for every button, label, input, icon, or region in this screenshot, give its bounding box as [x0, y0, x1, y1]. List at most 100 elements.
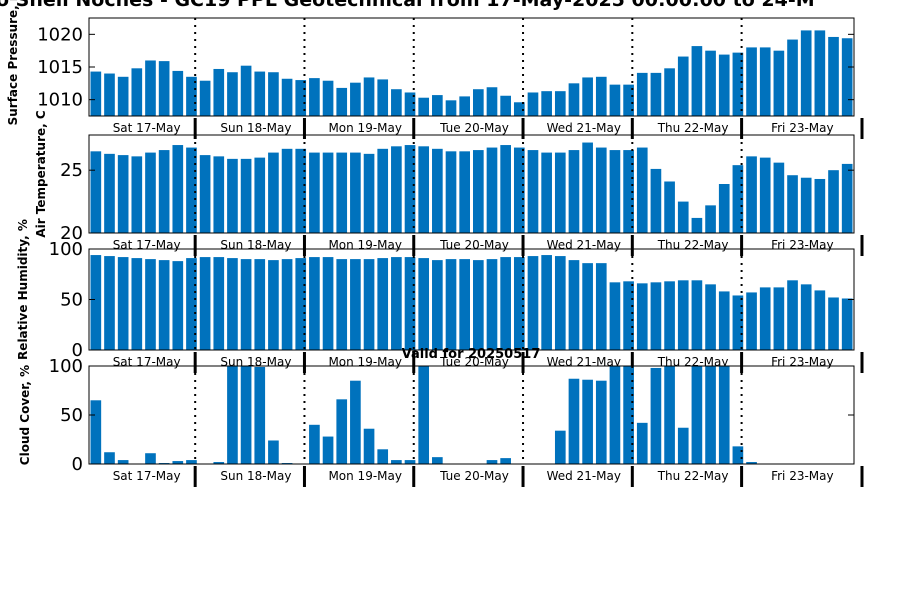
- day-label: Thu 22-May: [657, 238, 729, 252]
- bar: [363, 77, 375, 116]
- bar: [568, 83, 580, 116]
- bar: [650, 367, 662, 464]
- bar: [158, 61, 170, 116]
- day-label: Tue 20-May: [439, 469, 509, 483]
- bar: [199, 257, 211, 350]
- panel-4: 0 50 100 Sat 17-May Sun 18-May Mon 19-May Tue …: [18, 356, 864, 487]
- bar: [418, 366, 430, 464]
- bar: [513, 147, 525, 233]
- day-label: Fri 23-May: [771, 121, 834, 135]
- day-label: Thu 22-May: [657, 121, 729, 135]
- y-tick-label: 25: [60, 160, 83, 181]
- bar: [145, 453, 156, 464]
- bar: [391, 257, 402, 350]
- bar: [705, 366, 716, 464]
- bar: [828, 170, 839, 233]
- bar: [418, 97, 430, 116]
- bar: [718, 184, 730, 233]
- bar: [117, 155, 129, 233]
- bar: [391, 460, 402, 464]
- bar: [404, 460, 416, 464]
- bar: [609, 366, 621, 464]
- bar: [623, 366, 634, 464]
- bar: [172, 261, 184, 350]
- bar: [486, 147, 498, 233]
- bar: [500, 95, 511, 116]
- bar: [309, 424, 320, 464]
- y-tick-label: 1020: [37, 24, 83, 45]
- bar: [691, 217, 703, 233]
- bar: [363, 153, 375, 233]
- y-axis-label: Relative Humidity, %: [16, 219, 30, 360]
- bar: [145, 60, 156, 116]
- bar: [732, 295, 744, 350]
- bar: [473, 150, 484, 233]
- bar: [418, 258, 430, 350]
- bar: [172, 145, 184, 233]
- day-label: Wed 21-May: [547, 121, 621, 135]
- bar: [527, 256, 539, 350]
- day-label: Tue 20-May: [439, 238, 509, 252]
- bar: [377, 449, 389, 464]
- panel-1: 1010 1015 1020 Sat 17-May Sun 18-May Mon 19-M…: [6, 0, 864, 139]
- bar: [104, 256, 115, 350]
- bar: [513, 102, 525, 116]
- bar: [513, 257, 525, 350]
- bar: [254, 71, 266, 116]
- y-axis-label: Cloud Cover, %: [18, 365, 32, 465]
- bar: [322, 152, 334, 233]
- bar: [158, 260, 170, 350]
- bar: [759, 47, 771, 116]
- bar: [773, 287, 785, 350]
- bar: [227, 258, 238, 350]
- bar: [787, 280, 798, 350]
- bar: [691, 280, 703, 350]
- bar: [213, 257, 225, 350]
- bar: [336, 152, 348, 233]
- bar: [104, 73, 115, 116]
- bar: [445, 151, 457, 233]
- bar: [473, 89, 484, 116]
- bar: [705, 205, 716, 233]
- bar: [131, 156, 143, 233]
- bar: [677, 56, 689, 116]
- day-label: Sun 18-May: [220, 469, 291, 483]
- bar: [104, 153, 115, 233]
- bar: [636, 422, 648, 464]
- bar: [295, 80, 307, 116]
- bar: [636, 147, 648, 233]
- bar: [718, 291, 730, 350]
- day-label: Mon 19-May: [328, 238, 402, 252]
- y-tick-label: 50: [60, 405, 83, 426]
- bar: [254, 366, 266, 464]
- y-tick-label: 100: [49, 239, 83, 260]
- day-label: Sun 18-May: [220, 238, 291, 252]
- bar: [828, 297, 839, 350]
- bar: [309, 78, 320, 116]
- bar: [268, 72, 279, 116]
- bar: [759, 157, 771, 233]
- y-axis-label: Air Temperature, C: [34, 110, 48, 238]
- bar: [186, 460, 197, 464]
- bar: [486, 259, 498, 350]
- bar: [677, 280, 689, 350]
- day-label: Fri 23-May: [771, 238, 834, 252]
- bar: [582, 379, 593, 464]
- bar: [350, 82, 361, 116]
- bar: [787, 39, 798, 117]
- day-label: Sun 18-May: [220, 121, 291, 135]
- bar: [650, 282, 662, 350]
- bar: [541, 91, 552, 116]
- bar: [800, 30, 812, 116]
- bar: [227, 158, 238, 233]
- bar: [268, 152, 279, 233]
- bar: [773, 162, 785, 233]
- bar: [746, 292, 757, 350]
- bar: [322, 80, 334, 116]
- bar: [391, 89, 402, 116]
- bar: [90, 255, 102, 350]
- bar: [732, 446, 744, 464]
- bar: [336, 399, 348, 464]
- bar: [145, 152, 156, 233]
- bar: [391, 146, 402, 233]
